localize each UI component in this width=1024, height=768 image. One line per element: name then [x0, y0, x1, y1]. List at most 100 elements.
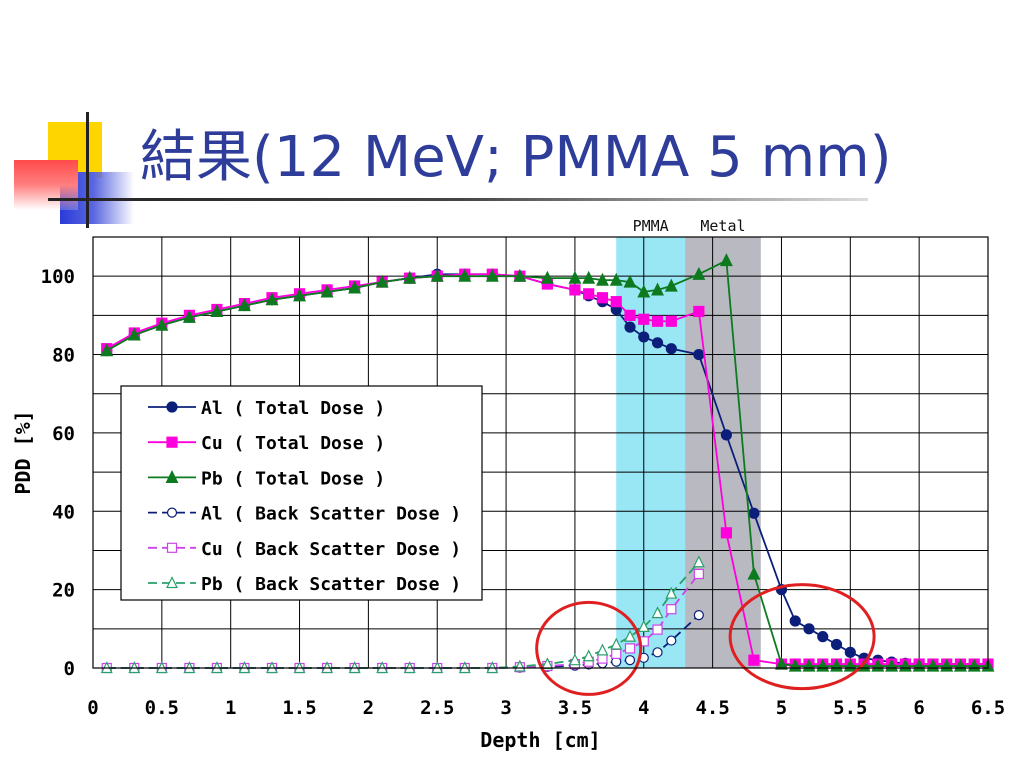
point-0-24	[665, 343, 677, 355]
point-0-27	[748, 507, 760, 519]
legend-marker-2	[165, 470, 179, 483]
legend-label-0: Al ( Total Dose )	[201, 398, 385, 419]
point-2-15	[513, 268, 527, 282]
x-tick-label-7: 3.5	[558, 697, 592, 719]
point-5-17	[568, 653, 581, 666]
point-2-10	[375, 274, 389, 288]
x-tick-label-3: 1.5	[282, 697, 316, 719]
point-5-23	[651, 606, 664, 619]
legend-entry-3: Al ( Back Scatter Dose )	[148, 504, 461, 525]
point-4-21	[624, 643, 636, 654]
point-2-18	[582, 270, 596, 284]
legend-label-4: Cu ( Back Scatter Dose )	[201, 539, 461, 560]
x-tick-label-4: 2	[363, 697, 374, 719]
point-2-21	[623, 274, 637, 288]
x-tick-label-2: 1	[225, 697, 236, 719]
region-label-metal: Metal	[700, 217, 745, 235]
legend-entry-2: Pb ( Total Dose )	[148, 468, 385, 489]
point-1-20	[610, 296, 622, 308]
point-2-26	[719, 253, 733, 267]
chart-axes: 0 0.5 1 1.5 2 2.5 3 3.5 4 4.5 5 5.5 6 6.5 0 20 40 60 80 100…	[11, 236, 1005, 752]
point-2-1	[127, 327, 141, 341]
decor-red-square	[14, 160, 78, 210]
point-5-22	[637, 620, 650, 632]
point-2-14	[485, 268, 499, 282]
point-1-24	[665, 315, 677, 327]
x-tick-label-10: 5	[776, 697, 787, 719]
point-5-18	[582, 649, 595, 662]
legend-entry-5: Pb ( Back Scatter Dose )	[148, 574, 461, 595]
point-2-12	[430, 268, 444, 282]
legend-label-3: Al ( Back Scatter Dose )	[201, 504, 461, 525]
point-2-19	[595, 272, 609, 286]
slide-title: 結果(12 MeV; PMMA 5 mm)	[140, 125, 892, 190]
point-1-21	[624, 309, 636, 321]
chart-regions: PMMA Metal	[616, 217, 761, 668]
point-4-20	[611, 648, 622, 659]
chart-annotations	[535, 583, 876, 696]
point-2-5	[237, 298, 251, 312]
y-tick-label-4: 80	[52, 345, 75, 367]
annotation-circle-1	[728, 583, 876, 691]
point-1-25	[693, 305, 705, 318]
x-tick-label-12: 6	[913, 697, 924, 719]
point-1-23	[651, 315, 664, 327]
legend-marker-1	[166, 436, 178, 448]
point-0-31	[817, 631, 829, 643]
x-tick-label-13: 6.5	[971, 697, 1005, 719]
legend-marker-3	[166, 507, 178, 518]
point-2-9	[348, 280, 362, 294]
point-2-11	[403, 270, 417, 284]
decor-vertical-line	[86, 112, 89, 228]
point-4-23	[652, 624, 663, 635]
point-3-25	[693, 610, 704, 621]
point-1-17	[569, 284, 581, 296]
point-0-22	[638, 331, 650, 343]
legend-label-2: Pb ( Total Dose )	[201, 468, 385, 489]
point-0-25	[693, 348, 705, 361]
x-tick-label-9: 4.5	[695, 697, 729, 719]
region-label-pmma: PMMA	[633, 217, 669, 235]
legend-entry-4: Cu ( Back Scatter Dose )	[148, 539, 461, 560]
legend-marker-4	[166, 542, 178, 553]
legend-box	[120, 385, 483, 601]
point-2-22	[637, 284, 651, 298]
x-axis-label: Depth [cm]	[480, 728, 600, 752]
legend-label-1: Cu ( Total Dose )	[201, 433, 385, 454]
point-4-24	[666, 604, 677, 615]
point-3-23	[652, 647, 663, 658]
point-5-20	[610, 637, 623, 650]
point-2-23	[651, 282, 665, 296]
y-tick-label-3: 60	[52, 423, 75, 445]
point-2-27	[747, 566, 761, 580]
point-1-18	[583, 288, 595, 300]
point-3-24	[666, 635, 677, 646]
point-0-32	[830, 638, 843, 651]
y-tick-label-0: 0	[64, 658, 75, 680]
point-2-16	[540, 270, 554, 284]
point-2-13	[458, 268, 472, 282]
x-tick-label-0: 0	[87, 697, 98, 719]
region-metal	[685, 237, 761, 668]
legend-entry-1: Cu ( Total Dose )	[148, 433, 385, 454]
y-tick-label-2: 40	[52, 501, 75, 523]
point-2-6	[265, 292, 279, 306]
point-0-29	[789, 615, 801, 627]
point-2-0	[100, 343, 114, 357]
point-2-4	[210, 304, 224, 318]
x-tick-label-5: 2.5	[420, 697, 454, 719]
legend-marker-0	[166, 401, 178, 413]
point-2-8	[320, 284, 334, 298]
x-tick-label-6: 3	[500, 697, 511, 719]
point-0-30	[803, 623, 815, 635]
point-0-26	[720, 429, 732, 441]
y-axis-label: PDD [%]	[11, 410, 35, 494]
decor-horizontal-line	[48, 198, 868, 201]
legend-marker-5	[166, 576, 178, 589]
point-2-24	[664, 278, 678, 292]
point-2-7	[293, 288, 307, 302]
point-1-19	[596, 292, 609, 304]
point-3-21	[624, 655, 636, 666]
point-1-26	[720, 527, 732, 539]
